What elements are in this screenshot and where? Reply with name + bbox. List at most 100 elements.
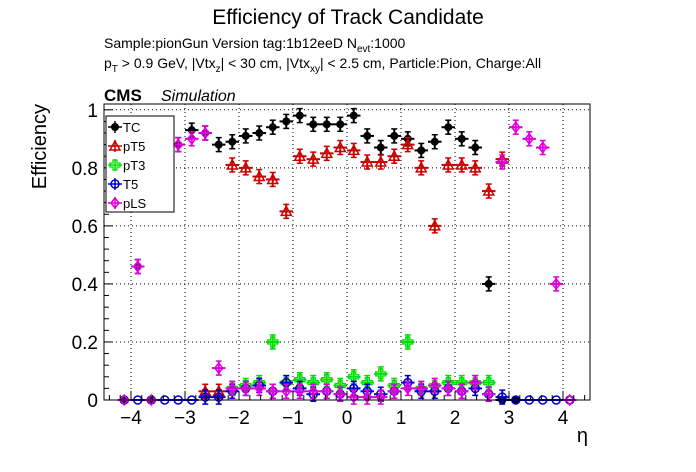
data-point <box>200 392 210 402</box>
legend-marker <box>111 123 119 131</box>
data-point <box>254 382 265 395</box>
data-point <box>214 392 224 402</box>
data-point <box>471 143 480 152</box>
x-tick-label: −1 <box>282 408 304 429</box>
x-tick-label: 3 <box>504 408 515 429</box>
x-tick-label: 1 <box>396 408 407 429</box>
data-point <box>225 158 239 170</box>
data-point <box>375 368 387 380</box>
y-tick-label: 0.4 <box>72 275 99 296</box>
subtitle-line1-suffix: :1000 <box>370 35 405 51</box>
data-point <box>402 382 413 395</box>
data-point <box>455 158 469 170</box>
data-point <box>186 132 197 146</box>
x-tick-label: 4 <box>558 408 569 429</box>
data-point <box>524 132 535 146</box>
data-point <box>132 260 143 273</box>
chart-subtitle-line2: pT > 0.9 GeV, |Vtxz| < 30 cm, |Vtxxy| < … <box>104 55 541 75</box>
legend-label: TC <box>123 120 140 135</box>
legend-label: T5 <box>123 177 138 192</box>
legend-label: pT3 <box>123 158 145 173</box>
data-point <box>428 219 442 231</box>
data-point <box>349 111 358 120</box>
subtitle-line2-xy: xy <box>310 64 320 75</box>
data-point <box>564 393 575 407</box>
data-point <box>417 146 426 155</box>
data-point <box>510 121 521 134</box>
data-point <box>309 120 318 129</box>
data-point <box>306 152 320 164</box>
data-point <box>429 379 440 392</box>
series-pt5 <box>198 136 509 400</box>
data-point <box>430 137 439 146</box>
data-point <box>444 123 453 132</box>
subtitle-line2-p: p <box>104 55 112 71</box>
data-point <box>414 161 428 173</box>
series-pls <box>117 119 577 407</box>
data-point <box>376 143 385 152</box>
data-point <box>484 279 493 288</box>
data-point <box>336 120 345 129</box>
legend-marker <box>109 159 121 171</box>
data-point <box>470 376 481 389</box>
subtitle-line2-T: T <box>112 64 118 75</box>
data-point <box>281 385 292 398</box>
data-point <box>173 138 184 151</box>
data-point <box>320 146 334 159</box>
data-point <box>255 129 264 138</box>
x-tick-label: −2 <box>228 408 250 429</box>
data-point <box>335 387 346 401</box>
axis-ticks: −4 −3 −2 −1 0 1 2 3 4 0 0.2 0.4 0.6 0.8 1 <box>72 101 586 429</box>
chart-title: Efficiency of Track Candidate <box>212 6 484 29</box>
data-point <box>266 172 280 185</box>
data-point <box>483 387 494 401</box>
legend-marker <box>110 196 120 210</box>
data-point <box>279 204 293 217</box>
data-point <box>240 382 251 395</box>
legend-box <box>105 115 175 213</box>
x-axis-label: η <box>577 425 588 447</box>
data-point <box>119 393 130 407</box>
chart-subtitle-line1: Sample:pionGun Version tag:1b12eeD Nevt:… <box>104 35 406 55</box>
y-tick-label: 0.2 <box>72 333 98 354</box>
data-point <box>389 385 400 398</box>
subtitle-line2-b: | < 30 cm, |Vtx <box>221 55 310 71</box>
data-point <box>213 361 224 375</box>
data-point <box>551 277 562 291</box>
data-point <box>267 336 279 348</box>
subtitle-line1-subscript: evt <box>357 44 371 55</box>
data-point <box>268 123 277 132</box>
subtitle-line2-a: > 0.9 GeV, |Vtx <box>118 55 216 71</box>
data-point <box>402 336 414 348</box>
data-point <box>308 385 319 398</box>
data-point <box>241 131 250 140</box>
data-point <box>200 126 211 140</box>
data-point <box>294 385 305 398</box>
data-point <box>321 385 332 398</box>
data-point <box>228 137 237 146</box>
data-point <box>322 120 331 129</box>
legend-marker <box>108 139 122 151</box>
legend-label: pLS <box>123 196 146 211</box>
data-point <box>227 382 238 395</box>
y-tick-label: 0.6 <box>72 217 98 238</box>
data-point <box>146 393 157 407</box>
y-tick-label: 0.8 <box>72 159 98 180</box>
data-point <box>295 111 304 120</box>
y-tick-label: 1 <box>87 101 98 122</box>
subtitle-line2-c: | < 2.5 cm, Particle:Pion, Charge:All <box>320 55 541 71</box>
subtitle-line2-z: z <box>216 64 221 75</box>
subtitle-line1-prefix: Sample:pionGun Version tag:1b12eeD N <box>104 35 357 51</box>
x-tick-label: −4 <box>120 408 142 429</box>
data-point <box>333 140 347 153</box>
data-point <box>239 161 253 173</box>
data-point <box>416 382 427 395</box>
data-point <box>482 184 496 196</box>
data-point <box>537 141 548 154</box>
data-point <box>347 143 361 156</box>
data-point <box>457 134 466 143</box>
y-tick-label: 0 <box>87 391 98 412</box>
data-point <box>360 155 374 167</box>
data-point <box>293 149 307 161</box>
